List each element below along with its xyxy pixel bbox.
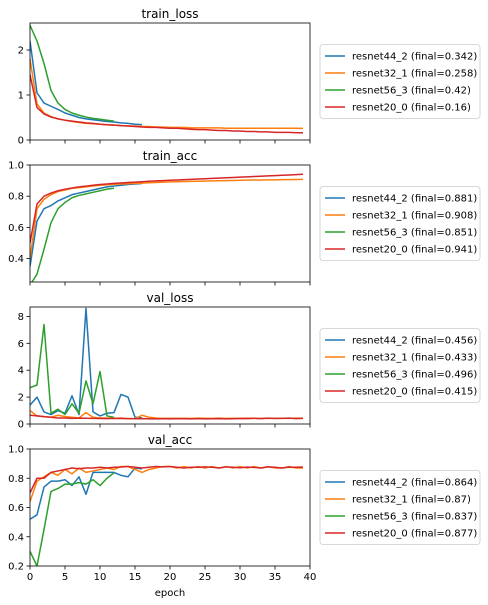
x-tick-label: 25 bbox=[199, 572, 212, 583]
series-line-1 bbox=[30, 58, 304, 130]
legend-entry: resnet44_2 (final=0.881) bbox=[352, 194, 477, 205]
plot-frame bbox=[29, 22, 311, 141]
y-tick-label: 0.8 bbox=[8, 192, 24, 203]
y-tick-label: 2 bbox=[18, 393, 24, 404]
x-tick-label: 30 bbox=[234, 572, 247, 583]
y-tick-label: 0 bbox=[18, 420, 24, 431]
legend-entry: resnet44_2 (final=0.864) bbox=[352, 478, 477, 489]
chart-panel-train-acc: train_acc 0.4 0.6 0.8 1.0 resnet44_2 (final=0… bbox=[8, 149, 481, 286]
legend-entry: resnet44_2 (final=0.456) bbox=[352, 336, 477, 347]
y-tick-label: 0.6 bbox=[8, 223, 24, 234]
chart-panel-val-acc: val_acc 0.2 0.4 0.6 0.8 1.0 0 5 10 15 20 25 30 35 40 re… bbox=[8, 433, 481, 583]
x-tick-label: 5 bbox=[62, 572, 68, 583]
chart-title: train_loss bbox=[141, 7, 198, 21]
series-line-0 bbox=[30, 307, 143, 419]
series-line-0 bbox=[30, 182, 143, 267]
plot-frame bbox=[29, 306, 311, 425]
legend: resnet44_2 (final=0.881) resnet32_1 (fina… bbox=[319, 186, 481, 261]
y-tick-label: 0.4 bbox=[8, 254, 24, 265]
legend-box bbox=[319, 328, 481, 403]
chart-title: train_acc bbox=[143, 149, 197, 163]
legend-entry: resnet20_0 (final=0.941) bbox=[352, 245, 477, 256]
series-line-3 bbox=[30, 173, 304, 244]
legend-box bbox=[319, 44, 481, 119]
legend: resnet44_2 (final=0.864) resnet32_1 (fina… bbox=[319, 470, 481, 545]
legend-entry: resnet32_1 (final=0.87) bbox=[352, 495, 471, 506]
series-line-3 bbox=[30, 465, 304, 494]
y-tick-label: 1 bbox=[18, 91, 24, 102]
legend-entry: resnet56_3 (final=0.496) bbox=[352, 370, 477, 381]
series-line-2 bbox=[30, 24, 115, 122]
y-tick-label: 4 bbox=[18, 366, 24, 377]
series-line-2 bbox=[30, 323, 115, 419]
legend-box bbox=[319, 470, 481, 545]
y-tick-label: 2 bbox=[18, 46, 24, 57]
y-tick-label: 0.8 bbox=[8, 474, 24, 485]
legend-entry: resnet32_1 (final=0.258) bbox=[352, 69, 477, 80]
y-tick-label: 0.4 bbox=[8, 532, 24, 543]
legend-entry: resnet56_3 (final=0.42) bbox=[352, 86, 471, 97]
y-tick-label: 6 bbox=[18, 339, 24, 350]
y-tick-label: 8 bbox=[18, 312, 24, 323]
series-line-1 bbox=[30, 409, 304, 420]
y-tick-label: 1.0 bbox=[8, 445, 24, 456]
x-tick-label: 0 bbox=[27, 572, 33, 583]
x-tick-label: 15 bbox=[129, 572, 142, 583]
x-tick-label: 35 bbox=[269, 572, 282, 583]
legend-box bbox=[319, 186, 481, 261]
series-line-0 bbox=[30, 467, 143, 520]
legend-entry: resnet32_1 (final=0.433) bbox=[352, 353, 477, 364]
y-tick-label: 0.6 bbox=[8, 503, 24, 514]
x-tick-label: 10 bbox=[94, 572, 107, 583]
legend-entry: resnet20_0 (final=0.16) bbox=[352, 103, 471, 114]
y-tick-label: 0 bbox=[18, 136, 24, 147]
legend-entry: resnet20_0 (final=0.415) bbox=[352, 387, 477, 398]
chart-title: val_loss bbox=[147, 291, 194, 305]
legend-entry: resnet56_3 (final=0.851) bbox=[352, 228, 477, 239]
y-tick-label: 0.2 bbox=[8, 562, 24, 573]
series-line-1 bbox=[30, 178, 304, 259]
x-tick-label: 20 bbox=[164, 572, 177, 583]
y-tick-label: 1.0 bbox=[8, 161, 24, 172]
legend-entry: resnet44_2 (final=0.342) bbox=[352, 52, 477, 63]
series-line-2 bbox=[31, 187, 115, 282]
legend-entry: resnet56_3 (final=0.837) bbox=[352, 512, 477, 523]
legend: resnet44_2 (final=0.456) resnet32_1 (fina… bbox=[319, 328, 481, 403]
legend: resnet44_2 (final=0.342) resnet32_1 (fina… bbox=[319, 44, 481, 119]
chart-title: val_acc bbox=[148, 433, 192, 447]
series-line-3 bbox=[30, 414, 304, 420]
x-tick-label: 40 bbox=[304, 572, 317, 583]
series-line-3 bbox=[30, 74, 303, 134]
x-axis-label: epoch bbox=[155, 588, 185, 599]
legend-entry: resnet20_0 (final=0.877) bbox=[352, 529, 477, 540]
legend-entry: resnet32_1 (final=0.908) bbox=[352, 211, 477, 222]
series-line-0 bbox=[30, 40, 143, 126]
series-line-2 bbox=[30, 472, 115, 566]
